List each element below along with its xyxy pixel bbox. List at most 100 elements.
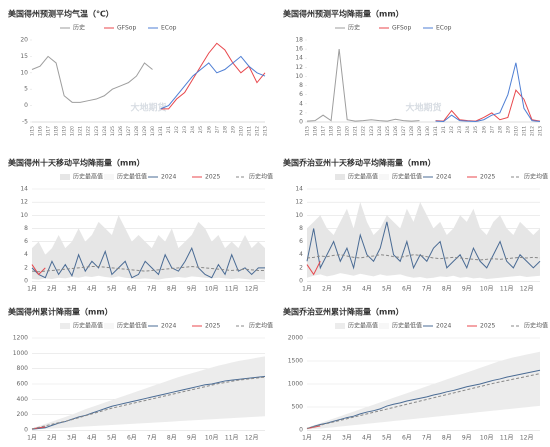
x-tick-label: 1/15 (305, 126, 311, 136)
x-tick-label: 10月 (205, 286, 219, 293)
x-tick-label: 2月 (47, 286, 57, 293)
y-tick-label: 14 (295, 186, 303, 193)
x-tick-label: 2/4 (190, 126, 196, 133)
x-tick-label: 6月 (127, 435, 137, 442)
y-tick-label: 2 (299, 109, 303, 116)
x-tick-label: 4月 (362, 286, 372, 293)
x-tick-label: 1/21 (78, 126, 84, 136)
watermark: 大地期货 (130, 102, 166, 114)
x-tick-label: 2/11 (521, 126, 527, 136)
y-tick-label: 8 (24, 225, 28, 232)
x-tick-label: 3月 (342, 286, 352, 293)
line (31, 246, 265, 279)
x-tick-label: 2/6 (206, 126, 212, 133)
area (32, 416, 265, 430)
x-tick-label: 2/3 (182, 126, 188, 133)
legend-label: 2024 (436, 174, 451, 181)
y-tick-label: 18 (295, 37, 303, 44)
x-tick-label: 1月 (27, 435, 37, 442)
y-tick-label: 1200 (13, 335, 28, 342)
y-tick-label: 6 (299, 91, 303, 98)
y-tick-label: 14 (295, 55, 303, 62)
x-tick-label: 5月 (382, 435, 392, 442)
area (307, 202, 540, 281)
y-tick-label: 2 (24, 264, 28, 271)
legend-label: 历史 (348, 24, 360, 32)
legend-label: 2025 (205, 174, 220, 181)
x-tick-label: 2/5 (473, 126, 479, 133)
x-tick-label: 9月 (462, 435, 472, 442)
y-tick-label: 12 (295, 199, 303, 206)
x-tick-label: 7月 (147, 435, 157, 442)
y-tick-label: 1000 (288, 381, 303, 388)
x-tick-label: 2/8 (497, 126, 503, 133)
line (31, 376, 266, 430)
x-tick-label: 1/30 (150, 126, 156, 136)
x-tick-label: 1/24 (102, 126, 108, 136)
x-tick-label: 2/12 (254, 126, 260, 136)
legend-label: GFSop (117, 25, 136, 32)
x-tick-label: 12月 (520, 435, 534, 442)
y-tick-label: 800 (17, 365, 29, 372)
y-tick-label: 15 (20, 53, 28, 60)
x-tick-label: 2/7 (489, 126, 495, 133)
x-tick-label: 2/3 (457, 126, 463, 133)
x-tick-label: 1/29 (142, 126, 148, 136)
x-tick-label: 6月 (402, 435, 412, 442)
x-tick-label: 7月 (422, 286, 432, 293)
x-tick-label: 1/22 (361, 126, 367, 136)
y-tick-label: 10 (20, 69, 28, 76)
x-tick-label: 2/1 (166, 126, 172, 133)
x-tick-label: 2/10 (513, 126, 519, 136)
y-tick-label: 600 (17, 381, 29, 388)
line (306, 261, 321, 276)
legend-label: 历史最高值 (73, 173, 103, 181)
line (306, 254, 541, 261)
x-tick-label: 10月 (480, 286, 494, 293)
legend-swatch (60, 323, 70, 329)
y-tick-label: 16 (295, 46, 303, 53)
chart-title: 美国得州累计降雨量（mm） (8, 307, 113, 317)
x-tick-label: 2月 (47, 435, 57, 442)
legend-label: 历史均值 (524, 173, 548, 181)
x-tick-label: 1/31 (158, 126, 164, 136)
x-tick-label: 1/20 (70, 126, 76, 136)
legend-label: GFSop (392, 25, 411, 32)
x-tick-label: 12月 (245, 286, 259, 293)
legend-label: 历史最低值 (392, 322, 422, 330)
y-tick-label: 0 (299, 278, 303, 285)
y-tick-label: 10 (295, 212, 303, 219)
legend-label: 历史最低值 (392, 173, 422, 181)
x-tick-label: 2/1 (441, 126, 447, 133)
x-tick-label: 3月 (67, 286, 77, 293)
y-tick-label: 5 (24, 86, 28, 93)
y-tick-label: 4 (299, 100, 303, 107)
x-tick-label: 1月 (302, 286, 312, 293)
legend-label: 历史最高值 (73, 322, 103, 330)
x-tick-label: 1/26 (393, 126, 399, 136)
x-tick-label: 7月 (422, 435, 432, 442)
y-tick-label: 2000 (288, 335, 303, 342)
y-tick-label: 2 (299, 264, 303, 271)
x-tick-label: 1月 (302, 435, 312, 442)
x-tick-label: 3月 (342, 435, 352, 442)
x-tick-label: 9月 (187, 435, 197, 442)
line (306, 369, 541, 430)
x-tick-label: 2/4 (465, 126, 471, 133)
y-tick-label: 8 (299, 82, 303, 89)
chart-title: 美国得州预测平均降雨量（mm） (283, 9, 404, 19)
y-tick-label: 8 (299, 225, 303, 232)
x-tick-label: 2/13 (538, 126, 544, 136)
y-tick-label: 500 (292, 404, 304, 411)
line (160, 55, 266, 110)
line (306, 49, 420, 122)
legend-label: 历史最高值 (348, 173, 378, 181)
legend-label: ECop (436, 25, 452, 32)
x-tick-label: 5月 (107, 286, 117, 293)
legend-swatch (60, 174, 70, 180)
y-tick-label: -5 (22, 119, 28, 126)
x-tick-label: 11月 (225, 435, 239, 442)
line (306, 221, 541, 270)
legend-swatch (379, 174, 389, 180)
y-tick-label: 10 (295, 73, 303, 80)
